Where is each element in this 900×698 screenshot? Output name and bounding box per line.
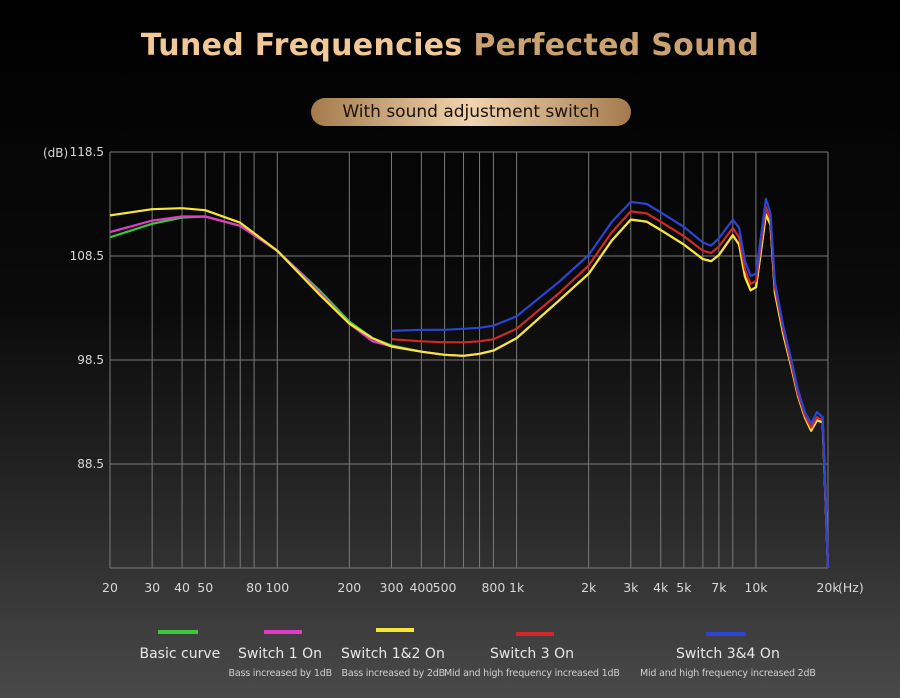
x-axis-ticks: 20 30 40 50 80 100 200 300 400 500 800 1k 2k 3k 4k 5k 7k… xyxy=(102,580,864,595)
legend-label: Basic curve xyxy=(139,646,221,662)
y-tick-label: 108.5 xyxy=(70,249,104,263)
x-tick-label: 2k xyxy=(581,580,597,595)
title-part-2: Perfected Sound xyxy=(473,28,760,63)
legend-label: Switch 1 On xyxy=(238,646,322,662)
chart-grid xyxy=(109,151,829,569)
legend-sublabel: Mid and high frequency increased 2dB xyxy=(640,668,816,679)
x-tick-label: 3k xyxy=(623,580,639,595)
series-line-5 xyxy=(391,197,830,569)
x-tick-label: 30 xyxy=(144,580,160,595)
legend-sublabel: Bass increased by 2dB xyxy=(341,668,446,679)
title-part-1: Tuned Frequencies xyxy=(140,28,463,63)
series-line-1 xyxy=(109,213,830,569)
y-tick-label: 98.5 xyxy=(77,353,104,367)
x-tick-label: 10k xyxy=(744,580,768,595)
legend-swatch xyxy=(516,632,554,636)
x-tick-label: 50 xyxy=(197,580,213,595)
x-tick-label: 20 xyxy=(102,580,118,595)
series-line-4 xyxy=(391,206,830,569)
y-tick-label: 118.5 xyxy=(70,145,104,159)
x-tick-label: 40 xyxy=(174,580,190,595)
x-tick-label: 500 xyxy=(433,580,457,595)
subtitle-badge: With sound adjustment switch xyxy=(311,98,631,126)
legend-label: Switch 3 On xyxy=(490,646,574,662)
legend-sublabel: Mid and high frequency increased 1dB xyxy=(444,668,620,679)
series-line-2 xyxy=(109,213,830,569)
x-tick-label: 300 xyxy=(380,580,404,595)
y-unit-label: (dB) xyxy=(43,146,68,160)
y-tick-label: 88.5 xyxy=(77,457,104,471)
legend-swatch xyxy=(158,630,198,634)
x-tick-label: 100 xyxy=(265,580,289,595)
legend-label: Switch 3&4 On xyxy=(676,646,780,662)
page-title: Tuned Frequencies Perfected Sound xyxy=(0,28,900,63)
x-tick-label: 20k xyxy=(816,580,840,595)
series-line-3 xyxy=(109,207,830,569)
x-tick-label: 1k xyxy=(509,580,525,595)
legend-label: Switch 1&2 On xyxy=(341,646,445,662)
x-tick-label: 200 xyxy=(337,580,361,595)
legend-swatch xyxy=(376,628,414,632)
x-tick-label: 4k xyxy=(653,580,669,595)
x-tick-label: 400 xyxy=(409,580,433,595)
x-tick-label: 5k xyxy=(676,580,692,595)
x-tick-label: 7k xyxy=(711,580,727,595)
legend-sublabel: Bass increased by 1dB xyxy=(228,668,333,679)
chart-series xyxy=(109,197,830,569)
x-tick-label: 800 xyxy=(481,580,505,595)
y-axis-ticks: 118.5 108.5 98.5 88.5 xyxy=(70,145,104,471)
legend-swatch xyxy=(706,632,746,636)
legend-swatch xyxy=(264,630,302,634)
x-unit-label: (Hz) xyxy=(838,580,864,595)
x-tick-label: 80 xyxy=(246,580,262,595)
